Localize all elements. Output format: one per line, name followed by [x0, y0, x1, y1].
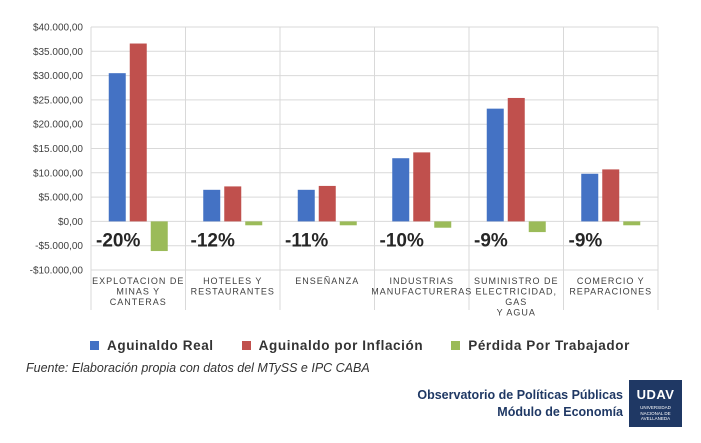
y-tick-label: -$10.000,00	[30, 266, 84, 277]
chart-legend: Aguinaldo Real Aguinaldo por Inflación P…	[90, 336, 630, 354]
category-label-line: RESTAURANTES	[191, 287, 275, 297]
bar	[339, 221, 357, 226]
bar	[318, 185, 336, 222]
gridlines	[90, 26, 659, 310]
y-tick-label: $30.000,00	[33, 71, 83, 82]
y-axis-tick-labels: -$10.000,00 -$5.000,00 $0,00 $5.000,00 $10.0…	[30, 23, 84, 277]
y-tick-label: $35.000,00	[33, 47, 83, 58]
percentage-annotation: -12%	[191, 230, 235, 251]
bar	[413, 152, 431, 222]
category-label-line: CANTERAS	[110, 297, 167, 307]
bar	[392, 158, 410, 222]
percentage-annotations: -20% -12% -11% -10% -9% -9%	[96, 230, 602, 251]
category-label-line: HOTELES Y	[203, 276, 262, 286]
organization-name: Observatorio de Políticas Públicas Módul…	[417, 387, 623, 421]
y-tick-label: $5.000,00	[39, 193, 84, 204]
bar	[224, 186, 242, 222]
bar-chart: -$10.000,00 -$5.000,00 $0,00 $5.000,00 $10.0…	[30, 23, 659, 318]
category-label: SUMINISTRO DE ELECTRICIDAD, GAS Y AGUA	[474, 276, 559, 318]
category-label-line: ELECTRICIDAD,	[475, 287, 557, 297]
bar	[507, 97, 525, 222]
legend-label: Pérdida Por Trabajador	[468, 337, 630, 353]
category-label-line: GAS	[505, 297, 527, 307]
legend-swatch-red	[241, 340, 251, 350]
legend-item-perdida: Pérdida Por Trabajador	[451, 338, 630, 353]
legend-swatch-blue	[90, 340, 99, 350]
category-label-line: SUMINISTRO DE	[474, 276, 559, 286]
category-label: HOTELES Y RESTAURANTES	[191, 276, 275, 297]
y-tick-label: -$5.000,00	[35, 241, 83, 252]
legend-label: Aguinaldo por Inflación	[258, 337, 424, 353]
category-label: INDUSTRIAS MANUFACTURERAS	[371, 276, 472, 297]
logo-wordmark: UDAV	[636, 387, 675, 402]
y-tick-label: $20.000,00	[33, 120, 83, 131]
legend-item-aguinaldo-inflacion: Aguinaldo por Inflación	[241, 337, 424, 353]
y-tick-label: $0,00	[58, 217, 83, 228]
category-label-line: MANUFACTURERAS	[371, 287, 472, 297]
undav-logo: UDAV UNIVERSIDAD NACIONAL DE AVELLANEDA	[629, 380, 682, 427]
org-line-1: Observatorio de Políticas Públicas	[417, 388, 623, 402]
y-tick-label: $15.000,00	[33, 144, 83, 155]
bar	[528, 221, 546, 233]
bars	[108, 43, 641, 252]
category-label-line: Y AGUA	[497, 308, 536, 318]
category-label-line: ENSEÑANZA	[295, 276, 359, 286]
y-tick-label: $10.000,00	[33, 168, 83, 179]
bar	[434, 221, 452, 228]
category-label-line: REPARACIONES	[569, 287, 652, 297]
category-label: COMERCIO Y REPARACIONES	[569, 276, 652, 297]
bar	[623, 221, 641, 226]
logo-subtitle: UNIVERSIDAD NACIONAL DE AVELLANEDA	[640, 405, 671, 421]
percentage-annotation: -9%	[474, 230, 508, 251]
bar	[602, 169, 620, 222]
percentage-annotation: -9%	[569, 230, 603, 251]
source-note: Fuente: Elaboración propia con datos del…	[26, 361, 370, 375]
bar	[581, 173, 599, 222]
bar	[245, 221, 263, 226]
category-label-line: EXPLOTACION DE	[92, 276, 184, 286]
y-tick-label: $25.000,00	[33, 95, 83, 106]
bar	[108, 73, 126, 222]
legend-item-aguinaldo-real: Aguinaldo Real	[90, 338, 214, 353]
percentage-annotation: -20%	[96, 230, 140, 251]
category-label-line: COMERCIO Y	[577, 276, 645, 286]
legend-label: Aguinaldo Real	[107, 337, 214, 353]
percentage-annotation: -10%	[380, 230, 424, 251]
category-label: EXPLOTACION DE MINAS Y CANTERAS	[92, 276, 184, 307]
category-label-line: MINAS Y	[116, 287, 160, 297]
bar	[297, 189, 315, 222]
category-label: ENSEÑANZA	[295, 276, 359, 286]
bar	[129, 43, 147, 222]
legend-swatch-green	[451, 340, 461, 350]
y-tick-label: $40.000,00	[33, 23, 83, 34]
bar	[150, 221, 168, 252]
org-line-2: Módulo de Economía	[497, 405, 623, 419]
bar	[486, 108, 504, 222]
percentage-annotation: -11%	[285, 230, 328, 251]
bar	[203, 189, 221, 222]
category-label-line: INDUSTRIAS	[389, 276, 454, 286]
